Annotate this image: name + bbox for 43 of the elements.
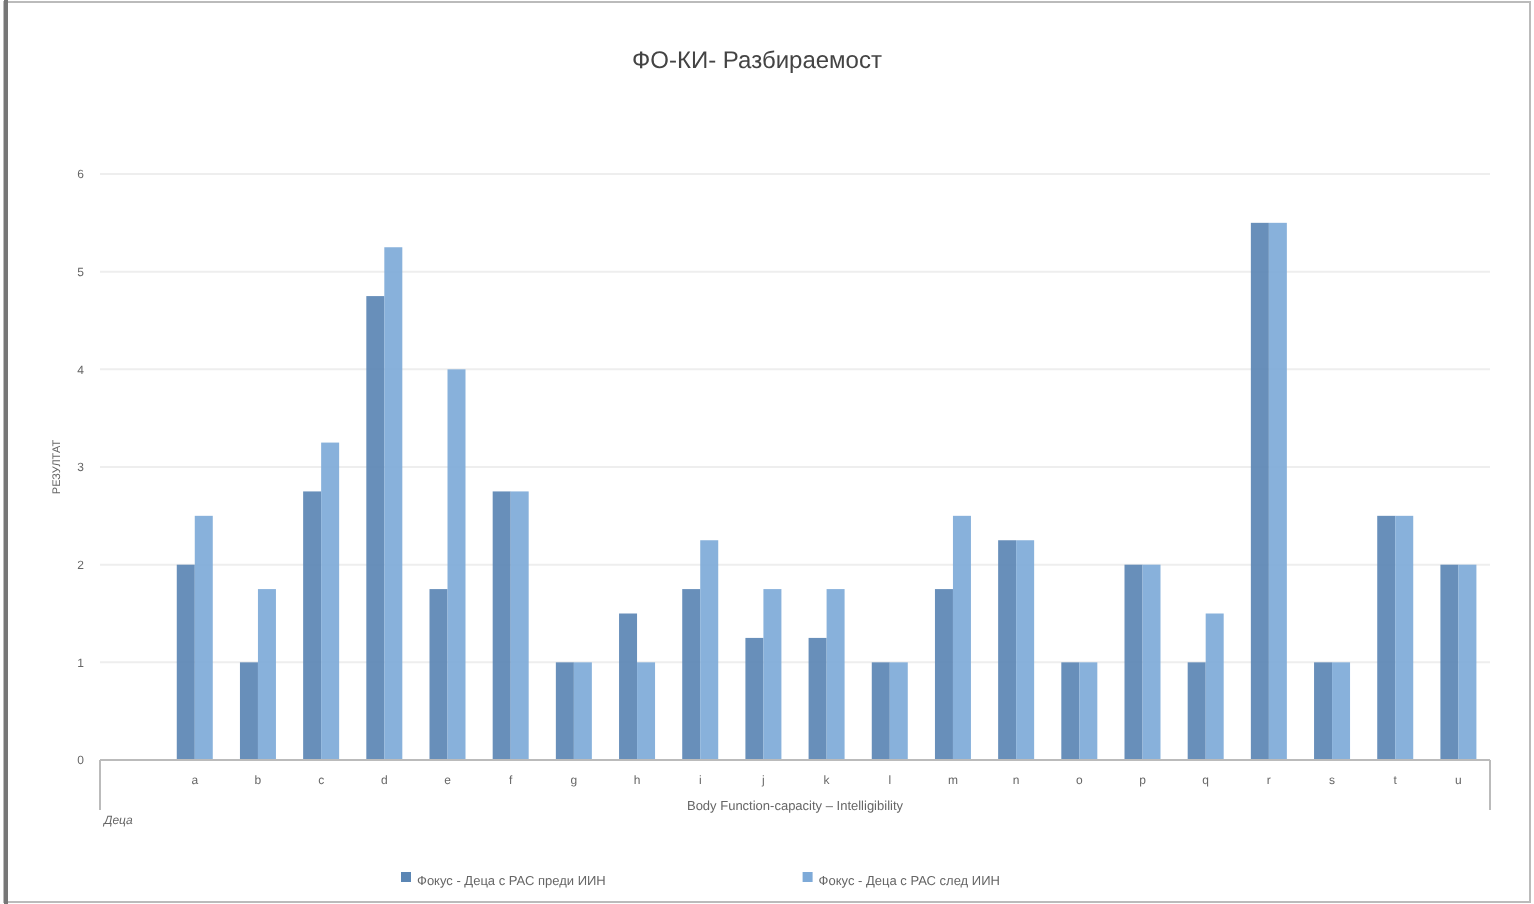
- bar: [1332, 662, 1351, 760]
- bar: [1395, 515, 1414, 760]
- bar: [176, 564, 195, 760]
- bar: [492, 491, 511, 760]
- bar: [447, 369, 466, 760]
- bar: [1079, 662, 1098, 760]
- bar: [1314, 662, 1333, 760]
- bar: [1377, 515, 1396, 760]
- bar: [763, 589, 782, 760]
- chart-title: ФО-КИ- Разбираемост: [632, 46, 883, 74]
- bar: [700, 540, 719, 760]
- bar: [952, 515, 971, 760]
- bar: [1250, 222, 1269, 760]
- bar: [998, 540, 1017, 760]
- bar: [429, 589, 448, 760]
- bar: [1016, 540, 1035, 760]
- bar: [510, 491, 529, 760]
- bar: [366, 296, 385, 760]
- bar: [573, 662, 592, 760]
- bar: [826, 589, 845, 760]
- bar: [745, 637, 764, 760]
- bar: [1187, 662, 1206, 760]
- bar: [1205, 613, 1224, 760]
- bar: [1124, 564, 1143, 760]
- bar: [808, 637, 827, 760]
- bar: [555, 662, 574, 760]
- bar: [934, 589, 953, 760]
- bar: [321, 442, 340, 760]
- bar: [871, 662, 890, 760]
- bar: [384, 247, 403, 760]
- bar: [1458, 564, 1477, 760]
- bar: [303, 491, 322, 760]
- bar: [1061, 662, 1080, 760]
- bar: [257, 589, 276, 760]
- bar: [194, 515, 213, 760]
- bar: [239, 662, 258, 760]
- bar: [1440, 564, 1459, 760]
- bar: [637, 662, 656, 760]
- bar: [682, 589, 701, 760]
- bar: [1268, 222, 1287, 760]
- bar: [619, 613, 638, 760]
- bar: [1142, 564, 1161, 760]
- bar: [889, 662, 908, 760]
